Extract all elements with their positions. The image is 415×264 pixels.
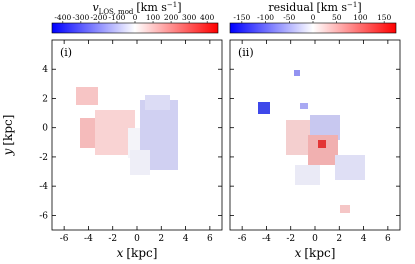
x-tick-label: -2 [286,234,295,244]
colorbar-tick-label: -50 [283,13,295,22]
colorbar-unit-close: ] [177,1,181,14]
colorbar-tick-label: -100 [257,13,274,22]
colorbar-symbol: v [92,1,99,14]
x-tick-label: 0 [134,234,140,244]
map-right [258,70,365,213]
x-axis-symbol: x [295,246,302,260]
map-left [76,87,178,175]
colorbar-tick-label: 100 [146,13,161,22]
colorbar-tick-label: -200 [90,13,107,22]
x-axis-unit: [kpc] [126,246,157,260]
colorbar-unit: [km s [316,1,347,14]
x-tick-label: -6 [60,234,69,244]
x-tick-label: 6 [385,234,391,244]
x-tick-label: -4 [262,234,271,244]
colorbar-tick-label: -300 [72,13,89,22]
colorbar-unit-exponent: −1 [347,1,357,9]
colorbar-unit-close: ] [357,1,361,14]
colorbar-tick-label: -100 [109,13,126,22]
colorbar-tick-label: 300 [182,13,197,22]
colorbar-subscript: LOS, mod [99,8,134,16]
panel-label: (ii) [238,46,254,59]
colorbar-tick-label: 50 [332,13,342,22]
colorbar-unit-exponent: −1 [167,1,177,9]
x-axis-label: x [kpc] [117,246,158,260]
x-axis-label: x [kpc] [295,246,336,260]
y-tick-label: 4 [42,65,48,75]
x-tick-label: 2 [336,234,342,244]
colorbar-tick-label: 0 [311,13,316,22]
y-tick-label: 0 [42,124,48,134]
y-tick-label: -2 [39,153,48,163]
y-tick-label: -4 [39,182,48,192]
y-axis-label: y [kpc] [1,115,15,157]
colorbar-tick-label: 150 [377,13,392,22]
y-tick-label: -6 [39,211,48,221]
colorbar [51,22,219,34]
x-tick-label: -6 [238,234,247,244]
colorbar [229,22,397,34]
y-axis-unit: [kpc] [1,115,15,146]
x-axis-unit: [kpc] [304,246,335,260]
x-tick-label: -4 [84,234,93,244]
x-tick-label: 2 [158,234,164,244]
colorbar-tick-label: 0 [133,13,138,22]
x-tick-label: 4 [183,234,189,244]
colorbar-tick-label: 400 [200,13,215,22]
colorbar-symbol: residual [268,1,314,14]
x-tick-label: -2 [108,234,117,244]
x-tick-label: 0 [312,234,318,244]
colorbar-tick-label: 200 [164,13,179,22]
colorbar-label: residual [km s−1] [268,1,361,14]
panel-label: (i) [60,46,72,59]
colorbar-tick-label: -150 [233,13,250,22]
colorbar-tick-label: 100 [353,13,368,22]
y-axis-symbol: y [1,148,15,156]
colorbar-label: vLOS, mod [km s−1] [92,1,181,16]
colorbar-unit: [km s [136,1,167,14]
y-tick-label: 2 [42,94,48,104]
x-tick-label: 4 [361,234,367,244]
x-axis-symbol: x [117,246,124,260]
colorbar-tick-label: -400 [54,13,71,22]
x-tick-label: 6 [207,234,213,244]
